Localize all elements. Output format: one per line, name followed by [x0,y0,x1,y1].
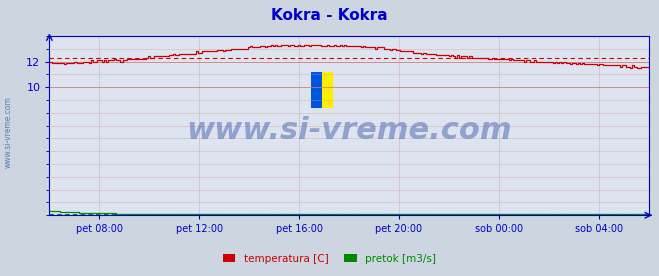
Legend: temperatura [C], pretok [m3/s]: temperatura [C], pretok [m3/s] [219,250,440,268]
Text: www.si-vreme.com: www.si-vreme.com [186,116,512,145]
FancyBboxPatch shape [312,72,322,108]
Text: www.si-vreme.com: www.si-vreme.com [3,97,13,168]
FancyBboxPatch shape [322,72,333,108]
Text: Kokra - Kokra: Kokra - Kokra [272,8,387,23]
